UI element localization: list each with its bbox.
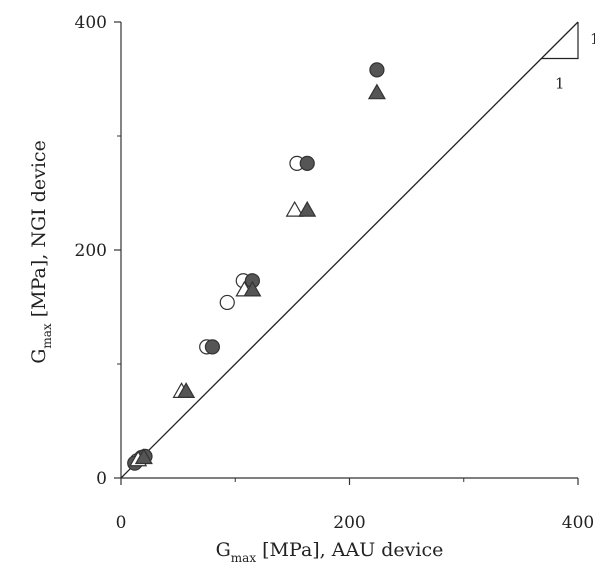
slope-triangle: 11	[541, 22, 595, 92]
data-point-triangle-open	[285, 200, 304, 217]
data-point-triangle-filled	[243, 280, 262, 297]
y-tick-label: 200	[75, 241, 107, 261]
slope-triangle-legs	[541, 22, 579, 60]
ticks: 0 200 400 0 200 400	[75, 13, 595, 533]
x-axis-title-rest: [MPa], AAU device	[256, 539, 443, 561]
y-axis-title-group: Gmax [MPa], NGI device	[28, 140, 54, 364]
x-axis-title: Gmax [MPa], AAU device	[216, 539, 444, 563]
slope-run-label: 1	[555, 74, 565, 92]
y-axis-title-rest: [MPa], NGI device	[28, 140, 50, 323]
x-axis-title-sub: max	[231, 551, 257, 563]
data-points	[127, 62, 386, 471]
data-point-circle-filled	[369, 62, 385, 78]
data-point-triangle-filled	[298, 200, 317, 217]
data-point-circle-open	[219, 294, 235, 311]
data-point-triangle-filled	[134, 448, 153, 465]
x-tick-label: 0	[116, 513, 127, 533]
x-axis-title-main: G	[216, 539, 231, 561]
y-tick-label: 400	[75, 13, 107, 33]
identity-line	[120, 21, 579, 479]
y-axis-title: Gmax [MPa], NGI device	[28, 140, 54, 364]
data-point-circle-filled	[204, 339, 220, 355]
data-point-triangle-filled	[177, 382, 196, 398]
data-point-circle-filled	[299, 155, 315, 171]
x-tick-label: 200	[333, 513, 365, 533]
y-axis-title-sub: max	[40, 323, 54, 349]
y-axis-title-main: G	[28, 349, 50, 364]
x-tick-label: 400	[562, 513, 594, 533]
slope-rise-label: 1	[590, 30, 595, 48]
y-tick-label: 0	[96, 469, 107, 489]
data-point-triangle-filled	[367, 83, 386, 100]
